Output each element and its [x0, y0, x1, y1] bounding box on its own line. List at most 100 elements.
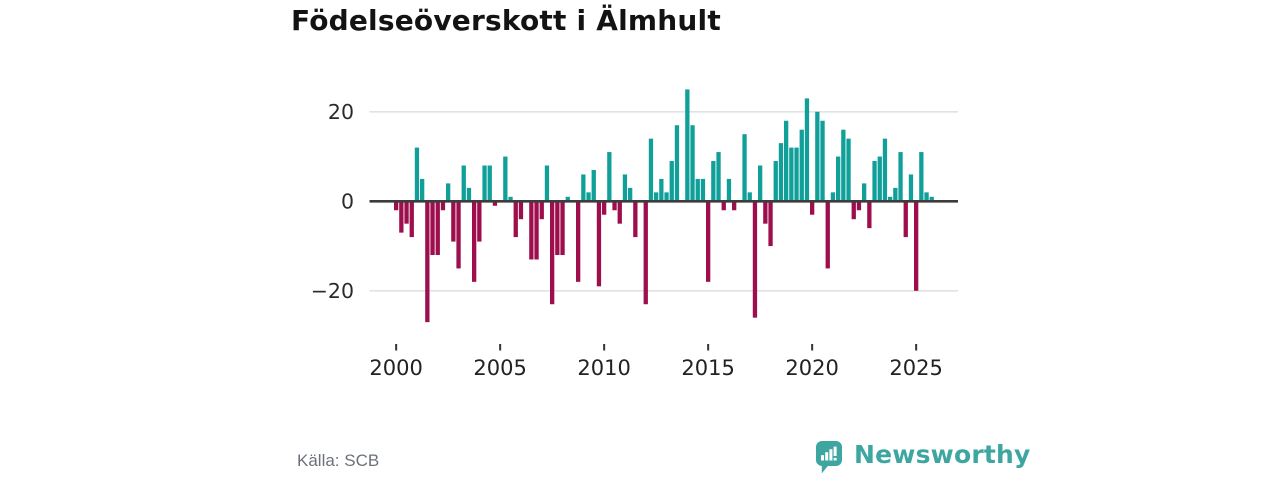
bar — [794, 147, 799, 202]
bar — [706, 201, 711, 282]
bar — [586, 192, 591, 202]
bar — [591, 169, 596, 202]
bar — [492, 201, 498, 206]
bar — [664, 192, 669, 202]
bar — [799, 129, 804, 202]
bar — [420, 178, 425, 202]
bar — [711, 161, 716, 202]
bar — [830, 192, 836, 202]
bar — [451, 201, 456, 242]
bar — [596, 201, 602, 287]
x-axis-label: 2000 — [369, 356, 422, 380]
bar — [612, 201, 617, 211]
bar — [409, 201, 414, 238]
bar — [633, 201, 638, 238]
x-axis-label: 2015 — [681, 356, 734, 380]
bar — [690, 125, 695, 202]
bar — [461, 165, 466, 202]
bar — [768, 201, 773, 247]
bar — [851, 201, 856, 220]
bar — [472, 201, 477, 282]
bar — [815, 111, 820, 202]
brand-name: Newsworthy — [854, 440, 1031, 469]
bar — [747, 192, 752, 202]
bar — [872, 161, 877, 202]
bar — [446, 183, 451, 202]
bar — [622, 174, 628, 202]
y-axis-label: 0 — [341, 189, 354, 213]
bar — [508, 196, 513, 202]
bar — [560, 201, 565, 255]
bar — [529, 201, 534, 260]
bar — [565, 196, 570, 202]
bar — [430, 201, 435, 255]
bar — [643, 201, 648, 305]
bar — [726, 178, 732, 202]
bar — [721, 201, 726, 211]
bar — [404, 201, 409, 224]
y-axis-label: 20 — [328, 100, 354, 124]
x-axis-label: 2020 — [785, 356, 838, 380]
bar — [908, 174, 914, 202]
bar — [513, 201, 518, 238]
x-axis-label: 2010 — [577, 356, 630, 380]
bar — [758, 165, 763, 202]
bar — [841, 129, 846, 202]
bar — [607, 152, 612, 202]
bar — [555, 201, 560, 255]
bar — [487, 165, 492, 202]
bar — [825, 201, 830, 269]
bar — [628, 187, 633, 202]
bar — [617, 201, 622, 224]
bar — [836, 156, 841, 202]
bar — [685, 89, 690, 202]
bar — [862, 183, 867, 202]
bar — [924, 192, 929, 202]
bar — [929, 196, 934, 202]
bar — [846, 138, 851, 202]
x-axis-label: 2025 — [889, 356, 942, 380]
bar — [752, 201, 758, 318]
bar — [648, 138, 654, 202]
bar — [716, 152, 721, 202]
bar — [877, 156, 882, 202]
bar — [700, 178, 706, 202]
bar — [394, 201, 399, 211]
bar — [742, 134, 747, 202]
source-caption: Källa: SCB — [297, 451, 380, 470]
bar — [425, 201, 430, 323]
bar — [898, 152, 903, 202]
newsworthy-logo-icon — [816, 441, 842, 474]
bar — [602, 201, 607, 215]
bar — [763, 201, 768, 224]
bar — [539, 201, 544, 220]
bar — [440, 201, 446, 211]
bar — [695, 178, 700, 202]
brand-logo: Newsworthy — [815, 440, 1031, 474]
bar — [903, 201, 908, 238]
bar — [477, 201, 482, 242]
bar — [581, 174, 586, 202]
bar — [732, 201, 737, 211]
bar — [804, 98, 810, 202]
bar — [534, 201, 539, 260]
y-axis-label: −20 — [311, 279, 354, 303]
bar — [654, 192, 659, 202]
bar — [674, 125, 680, 202]
bar — [773, 161, 778, 202]
bar — [456, 201, 461, 269]
chart-title: Födelseöverskott i Älmhult — [291, 4, 721, 37]
bar — [550, 201, 555, 305]
bar — [518, 201, 524, 220]
bar — [435, 201, 440, 255]
bar — [784, 120, 789, 202]
bar — [482, 165, 487, 202]
bar — [919, 152, 924, 202]
bar — [778, 143, 784, 202]
bar — [414, 147, 420, 202]
bar — [867, 201, 872, 229]
bar — [669, 161, 674, 202]
bar — [882, 138, 888, 202]
bar — [576, 201, 581, 282]
